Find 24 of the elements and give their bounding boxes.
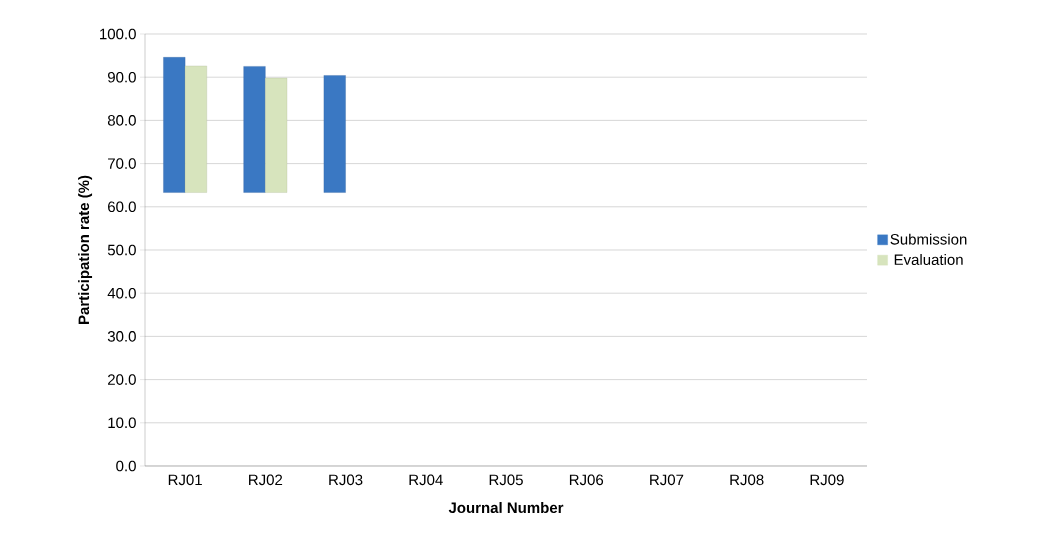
y-tick-label: 70.0 xyxy=(108,158,136,169)
y-tick-label: 60.0 xyxy=(108,201,136,213)
x-tick-label: RJ03 xyxy=(329,474,363,486)
x-tick-label: RJ06 xyxy=(569,474,604,486)
y-axis-title: Participation rate (%) xyxy=(78,175,93,325)
y-tick-label: 10.0 xyxy=(108,417,136,429)
legend-label: Submission xyxy=(890,233,967,245)
x-tick-label: RJ04 xyxy=(409,474,443,486)
y-tick-label: 90.0 xyxy=(107,71,136,83)
y-tick-label: 80.0 xyxy=(107,115,136,126)
x-tick-label: RJ09 xyxy=(810,474,844,486)
x-tick-label: RJ02 xyxy=(249,474,283,486)
y-tick-label: 20.0 xyxy=(108,374,136,385)
legend-label: Evaluation xyxy=(894,254,963,266)
x-tick-label: RJ01 xyxy=(168,474,202,486)
y-tick-label: 40.0 xyxy=(107,287,136,299)
x-tick-label: RJ07 xyxy=(650,474,684,486)
x-tick-label: RJ05 xyxy=(489,474,523,486)
y-tick-label: 100.0 xyxy=(100,28,136,40)
x-axis-title: Journal Number xyxy=(448,502,564,514)
y-tick-label: 30.0 xyxy=(107,331,136,342)
x-tick-label: RJ08 xyxy=(730,474,764,486)
y-tick-label: 0.0 xyxy=(116,460,136,472)
y-tick-label: 50.0 xyxy=(107,244,136,256)
